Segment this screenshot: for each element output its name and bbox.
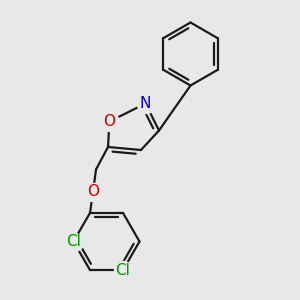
Text: Cl: Cl — [66, 234, 81, 249]
Text: O: O — [103, 114, 116, 129]
Text: O: O — [87, 184, 99, 200]
Text: Cl: Cl — [116, 262, 130, 278]
Text: N: N — [140, 96, 151, 111]
